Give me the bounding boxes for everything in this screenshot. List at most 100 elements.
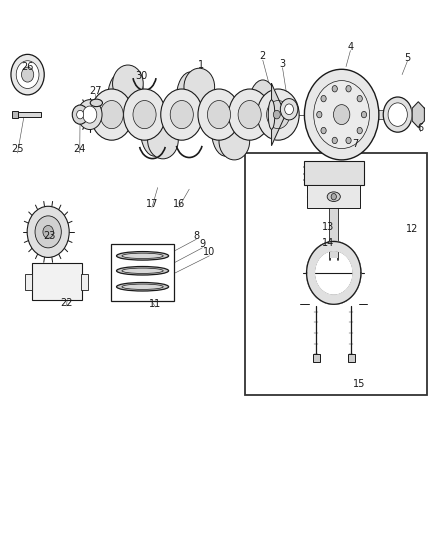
Circle shape [332, 85, 337, 92]
Ellipse shape [176, 72, 205, 125]
Circle shape [321, 127, 326, 134]
Bar [330, 208, 338, 258]
Circle shape [357, 127, 362, 134]
Text: 27: 27 [89, 86, 102, 95]
Circle shape [219, 123, 250, 160]
Circle shape [78, 100, 102, 130]
Text: 17: 17 [146, 199, 158, 208]
Circle shape [11, 54, 44, 95]
Ellipse shape [122, 284, 163, 289]
Ellipse shape [249, 80, 277, 133]
Bar [17, 112, 41, 117]
Text: 11: 11 [149, 299, 162, 309]
Circle shape [148, 122, 178, 159]
Circle shape [321, 95, 326, 102]
Circle shape [388, 103, 407, 126]
Polygon shape [272, 84, 286, 146]
Text: 15: 15 [353, 379, 365, 389]
Circle shape [198, 89, 240, 140]
Circle shape [21, 67, 34, 82]
Circle shape [331, 193, 336, 200]
Circle shape [346, 138, 351, 144]
Circle shape [208, 101, 230, 128]
Polygon shape [412, 102, 424, 127]
Bar [313, 354, 320, 362]
Bar [245, 153, 427, 395]
Bar [307, 185, 360, 208]
Ellipse shape [108, 72, 136, 125]
Bar [374, 110, 412, 119]
Circle shape [332, 138, 337, 144]
Circle shape [113, 65, 143, 102]
Circle shape [35, 216, 61, 248]
Ellipse shape [327, 192, 340, 201]
Text: 8: 8 [193, 231, 199, 240]
Bar [25, 274, 32, 290]
Text: 4: 4 [347, 42, 353, 52]
Circle shape [161, 89, 203, 140]
Circle shape [280, 99, 298, 120]
Text: 22: 22 [60, 298, 73, 308]
Circle shape [361, 111, 367, 118]
Circle shape [238, 101, 261, 128]
Ellipse shape [117, 266, 169, 275]
Text: 2: 2 [260, 52, 266, 61]
Polygon shape [307, 273, 361, 304]
Text: 25: 25 [11, 144, 24, 154]
Ellipse shape [268, 100, 275, 130]
Text: 9: 9 [199, 239, 205, 249]
Circle shape [133, 101, 156, 128]
Circle shape [184, 68, 215, 106]
Circle shape [333, 104, 350, 125]
Text: 13: 13 [322, 222, 335, 232]
Text: 6: 6 [417, 123, 424, 133]
Bar [111, 244, 174, 301]
Text: 14: 14 [322, 238, 335, 247]
Bar [81, 274, 88, 290]
Bar [12, 111, 18, 118]
Text: 24: 24 [74, 144, 86, 154]
Text: 26: 26 [21, 62, 34, 71]
Circle shape [170, 101, 193, 128]
Circle shape [83, 106, 97, 123]
Circle shape [357, 95, 362, 102]
Bar [32, 263, 82, 300]
Text: 23: 23 [43, 231, 56, 240]
Circle shape [124, 89, 166, 140]
Circle shape [383, 97, 412, 132]
Ellipse shape [117, 252, 169, 260]
Circle shape [43, 225, 53, 238]
Text: 3: 3 [279, 59, 286, 69]
Circle shape [229, 89, 271, 140]
Circle shape [267, 101, 290, 128]
Ellipse shape [90, 99, 102, 107]
Circle shape [285, 104, 293, 115]
Circle shape [27, 206, 69, 257]
Ellipse shape [117, 282, 169, 291]
Ellipse shape [211, 103, 240, 156]
Text: 5: 5 [404, 53, 410, 62]
Text: 12: 12 [406, 224, 418, 234]
Circle shape [346, 85, 351, 92]
Circle shape [257, 89, 299, 140]
Text: 16: 16 [173, 199, 185, 208]
Text: 7: 7 [353, 139, 359, 149]
Ellipse shape [122, 253, 163, 259]
Circle shape [314, 80, 370, 149]
Circle shape [304, 69, 379, 160]
Circle shape [273, 110, 280, 119]
Ellipse shape [140, 103, 169, 156]
Bar [348, 354, 355, 362]
Circle shape [91, 89, 133, 140]
Text: 10: 10 [203, 247, 215, 256]
Circle shape [77, 110, 84, 119]
Circle shape [100, 101, 123, 128]
Text: 1: 1 [198, 60, 205, 70]
Circle shape [317, 111, 322, 118]
Polygon shape [307, 241, 361, 273]
Ellipse shape [122, 268, 163, 273]
Text: 30: 30 [135, 71, 147, 80]
Circle shape [16, 61, 39, 88]
Circle shape [72, 105, 88, 124]
Bar [304, 161, 364, 185]
